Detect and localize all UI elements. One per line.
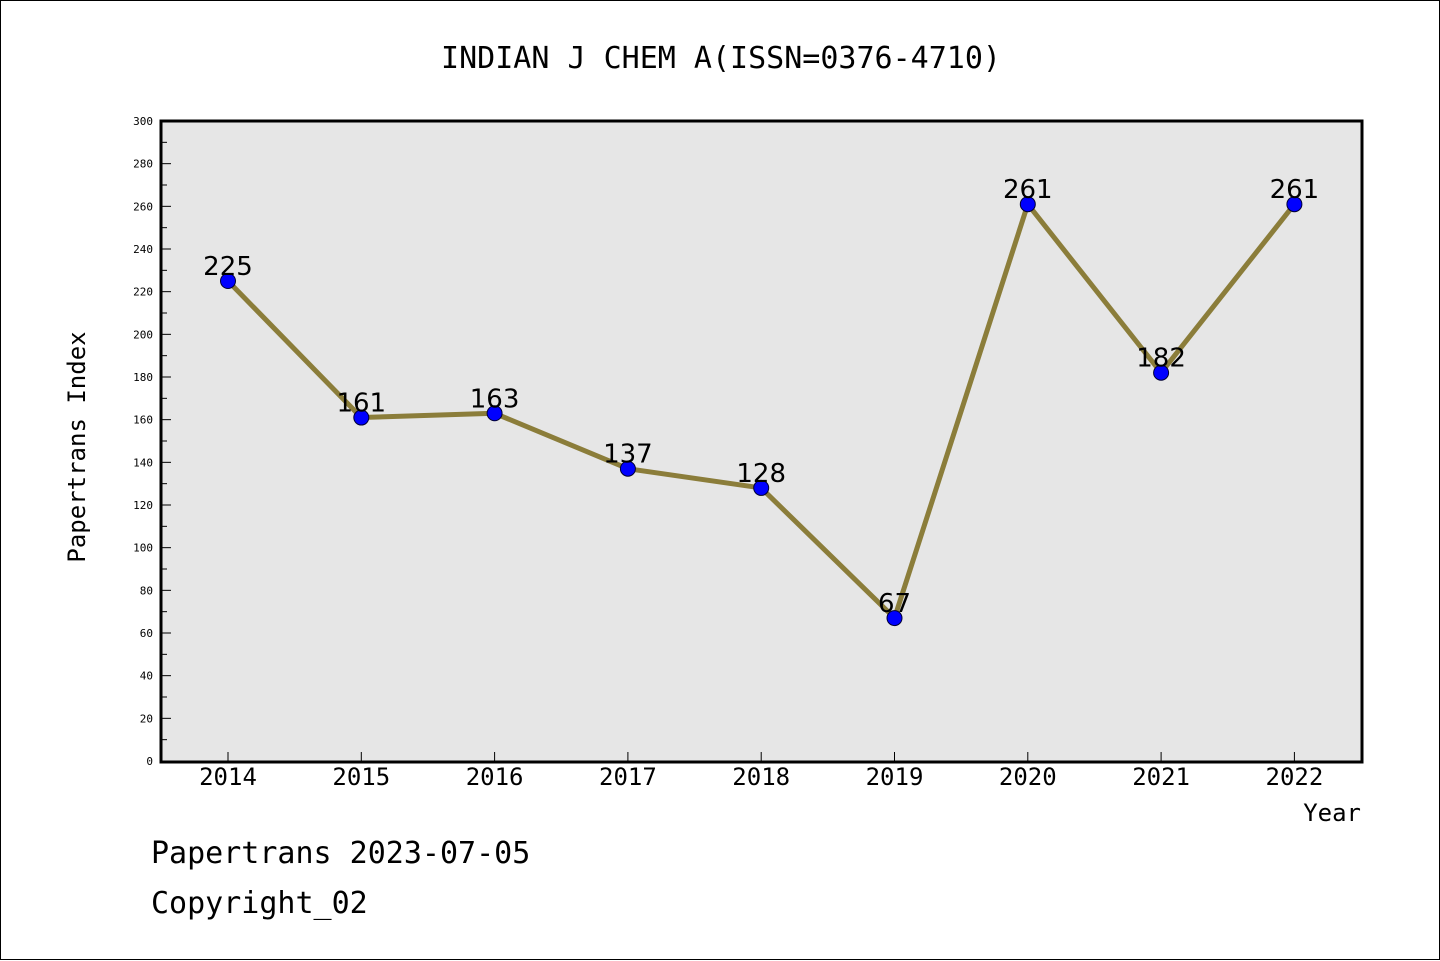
y-tick-label: 40 <box>140 670 153 683</box>
footer-date: Papertrans 2023-07-05 <box>151 836 531 871</box>
data-point <box>753 479 770 496</box>
y-tick-label: 240 <box>133 243 153 256</box>
y-tick-label: 20 <box>140 712 153 725</box>
y-tick-label: 100 <box>133 542 153 555</box>
footer-copyright: Copyright_02 <box>151 886 368 921</box>
y-tick-label: 260 <box>133 200 153 213</box>
data-labels: 225 161 163 137 128 67 261 182 261 <box>203 175 1319 619</box>
x-tick-label: 2014 <box>199 763 257 791</box>
y-tick-label: 180 <box>133 371 153 384</box>
data-label: 163 <box>470 384 520 414</box>
y-tick-label: 160 <box>133 414 153 427</box>
data-label: 137 <box>603 440 653 470</box>
y-tick-label: 120 <box>133 499 153 512</box>
data-label: 261 <box>1003 175 1053 205</box>
data-point <box>886 610 903 627</box>
data-label: 225 <box>203 252 253 282</box>
x-axis-label: Year <box>1303 799 1361 827</box>
series-markers <box>220 196 1303 627</box>
data-point <box>1019 196 1036 213</box>
data-point <box>486 405 503 422</box>
data-label: 128 <box>736 459 786 489</box>
y-tick-label: 80 <box>140 584 153 597</box>
data-label: 161 <box>336 389 386 419</box>
data-label: 67 <box>878 589 911 619</box>
chart-title: INDIAN J CHEM A(ISSN=0376-4710) <box>441 41 1001 76</box>
data-point <box>353 409 370 426</box>
x-tick-label: 2022 <box>1266 763 1324 791</box>
data-point <box>220 273 236 289</box>
data-point <box>619 460 636 477</box>
x-tick-label: 2017 <box>599 763 657 791</box>
y-tick-label: 140 <box>133 456 153 469</box>
y-tick-label: 300 <box>133 115 153 128</box>
y-tick-label: 200 <box>133 328 153 341</box>
data-label: 261 <box>1270 175 1320 205</box>
x-tick-label: 2021 <box>1132 763 1190 791</box>
y-tick-label: 220 <box>133 286 153 299</box>
y-tick-label: 280 <box>133 158 153 171</box>
data-point <box>1286 196 1303 213</box>
x-tick-label: 2019 <box>866 763 924 791</box>
y-tick-label: 0 <box>146 755 153 768</box>
plot-area <box>159 119 1364 764</box>
x-tick-label: 2016 <box>466 763 524 791</box>
data-point <box>1153 364 1170 381</box>
x-tick-label: 2020 <box>999 763 1057 791</box>
data-label: 182 <box>1136 344 1186 374</box>
x-tick-label: 2015 <box>332 763 390 791</box>
y-axis: 0 20 40 60 80 100 120 140 160 180 200 220 240 260 280 3… <box>133 115 171 768</box>
x-axis: 2014 2015 2016 2017 2018 2019 2020 2021 2022 <box>199 752 1323 791</box>
y-axis-label: Papertrans Index <box>63 331 91 562</box>
x-tick-label: 2018 <box>732 763 790 791</box>
y-tick-label: 60 <box>140 627 153 640</box>
